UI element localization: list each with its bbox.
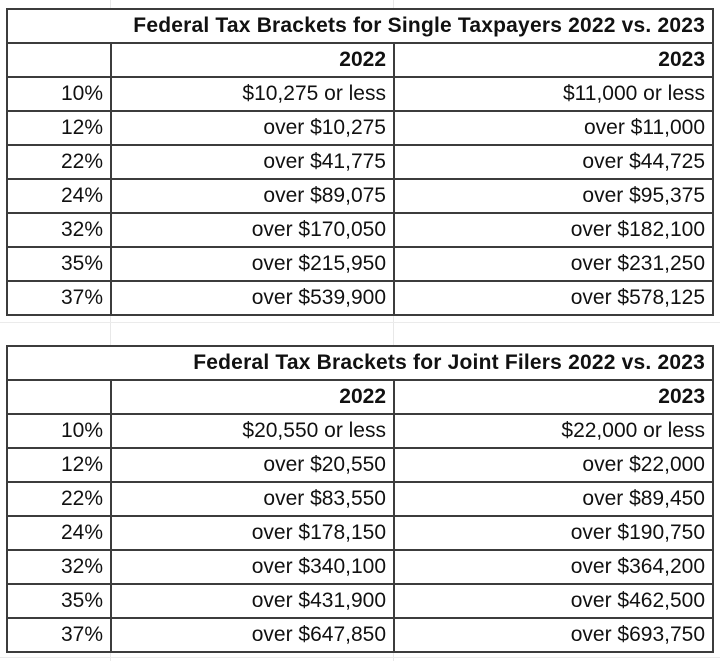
header-2023-cell: 2023	[392, 42, 715, 78]
gridline-vertical	[110, 0, 111, 661]
bracket-2022-cell: over $178,150	[110, 515, 395, 551]
header-2023-cell: 2023	[393, 379, 714, 415]
table-row: 35% over $431,900 over $462,500	[6, 583, 714, 619]
header-2022-cell: 2022	[110, 379, 395, 415]
table-row: 37% over $647,850 over $693,750	[6, 617, 714, 653]
bracket-2022-cell: over $20,550	[110, 447, 395, 483]
header-2022-cell: 2022	[110, 42, 395, 78]
table-row: 24% over $178,150 over $190,750	[6, 515, 714, 551]
bracket-2023-cell: over $182,100	[392, 212, 715, 248]
bracket-2023-cell: over $364,200	[393, 549, 714, 585]
bracket-2022-cell: over $41,775	[110, 144, 395, 180]
table-row: 22% over $41,775 over $44,725	[6, 144, 715, 180]
bracket-2022-cell: over $170,050	[110, 212, 395, 248]
table-row: 12% over $10,275 over $11,000	[6, 110, 715, 146]
gridline-horizontal	[0, 322, 720, 323]
tax-rate-cell: 35%	[6, 246, 112, 282]
bracket-2023-cell: over $11,000	[392, 110, 715, 146]
table-header-row: 2022 2023	[6, 379, 714, 415]
bracket-2023-cell: $22,000 or less	[393, 413, 714, 449]
header-blank-cell	[6, 379, 112, 415]
table-row: 24% over $89,075 over $95,375	[6, 178, 715, 214]
bracket-2023-cell: $11,000 or less	[392, 76, 715, 112]
tax-rate-cell: 22%	[6, 144, 112, 180]
table-row: 37% over $539,900 over $578,125	[6, 280, 715, 316]
bracket-2023-cell: over $231,250	[392, 246, 715, 282]
tax-rate-cell: 32%	[6, 549, 112, 585]
tax-rate-cell: 24%	[6, 178, 112, 214]
bracket-2023-cell: over $89,450	[393, 481, 714, 517]
bracket-2023-cell: over $95,375	[392, 178, 715, 214]
table-row: 10% $10,275 or less $11,000 or less	[6, 76, 715, 112]
bracket-2022-cell: $20,550 or less	[110, 413, 395, 449]
single-taxpayers-table: Federal Tax Brackets for Single Taxpayer…	[5, 8, 715, 316]
tax-rate-cell: 10%	[6, 76, 112, 112]
bracket-2023-cell: over $462,500	[393, 583, 714, 619]
bracket-2022-cell: $10,275 or less	[110, 76, 395, 112]
tax-rate-cell: 10%	[6, 413, 112, 449]
bracket-2023-cell: over $578,125	[392, 280, 715, 316]
tax-rate-cell: 22%	[6, 481, 112, 517]
tax-rate-cell: 37%	[6, 617, 112, 653]
bracket-2022-cell: over $83,550	[110, 481, 395, 517]
bracket-2022-cell: over $647,850	[110, 617, 395, 653]
gridline-horizontal	[0, 657, 720, 658]
bracket-2022-cell: over $215,950	[110, 246, 395, 282]
gridline-vertical	[393, 0, 394, 661]
tax-rate-cell: 32%	[6, 212, 112, 248]
bracket-2022-cell: over $340,100	[110, 549, 395, 585]
table-row: 32% over $340,100 over $364,200	[6, 549, 714, 585]
tax-rate-cell: 24%	[6, 515, 112, 551]
bracket-2022-cell: over $539,900	[110, 280, 395, 316]
bracket-2023-cell: over $693,750	[393, 617, 714, 653]
table-row: 35% over $215,950 over $231,250	[6, 246, 715, 282]
bracket-2022-cell: over $10,275	[110, 110, 395, 146]
tax-rate-cell: 12%	[6, 447, 112, 483]
table-row: 12% over $20,550 over $22,000	[6, 447, 714, 483]
table-row: 22% over $83,550 over $89,450	[6, 481, 714, 517]
table-title-row: Federal Tax Brackets for Single Taxpayer…	[5, 8, 715, 44]
table-title: Federal Tax Brackets for Joint Filers 20…	[6, 345, 714, 381]
tax-rate-cell: 12%	[6, 110, 112, 146]
joint-filers-table: Federal Tax Brackets for Joint Filers 20…	[6, 345, 714, 653]
header-blank-cell	[6, 42, 112, 78]
tax-rate-cell: 35%	[6, 583, 112, 619]
table-title: Federal Tax Brackets for Single Taxpayer…	[5, 8, 715, 44]
table-row: 32% over $170,050 over $182,100	[6, 212, 715, 248]
bracket-2022-cell: over $89,075	[110, 178, 395, 214]
tax-rate-cell: 37%	[6, 280, 112, 316]
table-title-row: Federal Tax Brackets for Joint Filers 20…	[6, 345, 714, 381]
bracket-2023-cell: over $190,750	[393, 515, 714, 551]
bracket-2022-cell: over $431,900	[110, 583, 395, 619]
table-header-row: 2022 2023	[6, 42, 715, 78]
bracket-2023-cell: over $44,725	[392, 144, 715, 180]
bracket-2023-cell: over $22,000	[393, 447, 714, 483]
table-row: 10% $20,550 or less $22,000 or less	[6, 413, 714, 449]
